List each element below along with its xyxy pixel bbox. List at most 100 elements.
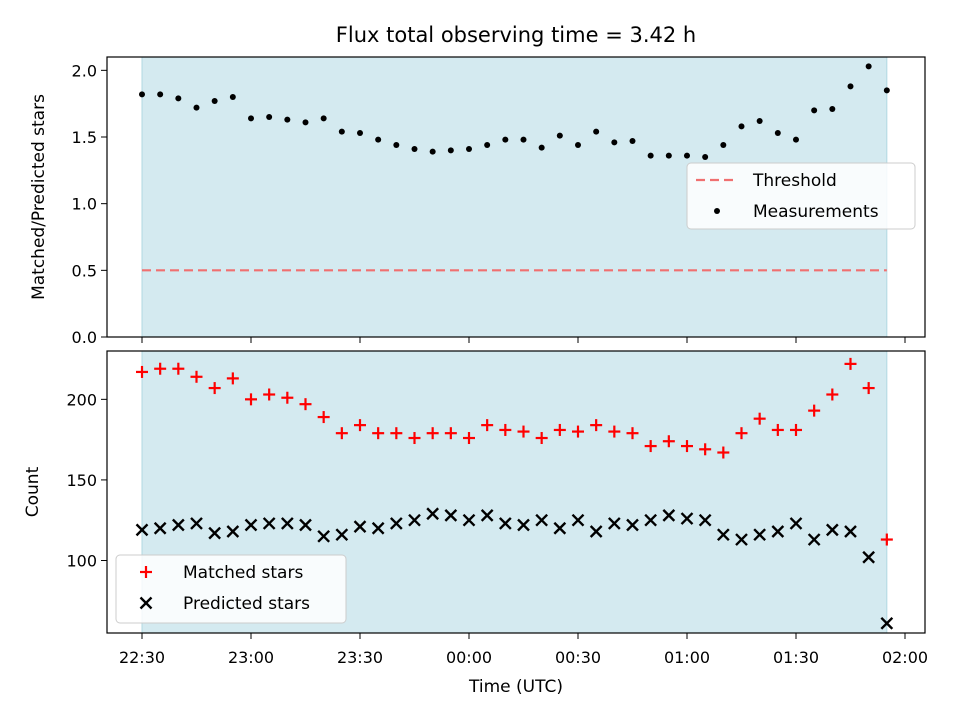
- matched-star-point: [535, 432, 548, 445]
- matched-star-point: [862, 382, 875, 395]
- matched-star-point: [590, 419, 603, 432]
- count-legend-box: [115, 554, 347, 624]
- predicted-star-point: [444, 509, 458, 522]
- ratio-panel: 0.0 0.5 1.0 1.5 2.0 Threshold Measurements F…: [29, 23, 926, 347]
- legend-cross-marker: [139, 596, 153, 610]
- predicted-star-point: [462, 513, 476, 527]
- ratio-y-tick-label: 1.0: [72, 195, 97, 214]
- matched-star-point: [753, 412, 766, 425]
- count-legend: Matched stars Predicted stars: [115, 554, 347, 624]
- measurement-point: [157, 91, 164, 98]
- predicted-star-point: [880, 616, 894, 630]
- matched-star-point: [517, 425, 530, 438]
- matched-star-point: [372, 427, 385, 440]
- measurement-point: [247, 115, 254, 122]
- count-x-tick-label: 23:00: [228, 648, 274, 667]
- measurement-point: [538, 144, 545, 151]
- matched-star-point: [789, 423, 802, 436]
- measurement-point: [738, 123, 745, 130]
- measurement-point: [193, 104, 200, 111]
- matched-star-point: [317, 411, 330, 424]
- matched-star-point: [172, 362, 185, 375]
- legend-threshold-label: Threshold: [752, 171, 837, 191]
- matched-star-point: [735, 427, 748, 440]
- cross-stroke: [626, 518, 639, 532]
- legend-predicted-swatch: [139, 596, 153, 610]
- predicted-star-point: [844, 525, 857, 538]
- predicted-star-point: [517, 518, 530, 532]
- measurement-point: [647, 152, 654, 159]
- count-x-tick-label: 01:30: [773, 648, 819, 667]
- measurement-point: [574, 142, 581, 148]
- matched-star-point: [553, 423, 566, 436]
- cross-stroke: [498, 517, 512, 530]
- measurement-point: [447, 147, 454, 154]
- predicted-star-point: [698, 513, 712, 527]
- cross-stroke: [153, 521, 167, 535]
- matched-star-point: [571, 425, 584, 438]
- predicted-star-point: [262, 517, 276, 530]
- measurement-point: [756, 118, 763, 124]
- measurement-point: [356, 130, 363, 136]
- predicted-star-point: [753, 528, 767, 542]
- measurement-point: [375, 136, 382, 143]
- cross-stroke: [335, 528, 349, 542]
- legend-plus-marker: [140, 566, 152, 578]
- matched-star-point: [608, 425, 621, 438]
- measurement-point: [520, 136, 527, 143]
- count-y-ticks: 100 150 200: [66, 390, 107, 570]
- predicted-star-point: [716, 528, 730, 542]
- matched-star-point: [826, 388, 839, 401]
- predicted-star-point: [299, 518, 312, 532]
- ratio-legend: Threshold Measurements: [686, 162, 916, 230]
- measurement-point: [683, 152, 690, 159]
- cross-stroke: [789, 517, 803, 530]
- predicted-star-point: [571, 513, 585, 527]
- cross-stroke: [844, 525, 857, 538]
- cross-stroke: [880, 616, 894, 630]
- matched-star-point: [390, 427, 403, 440]
- measurement-point: [720, 142, 727, 148]
- predicted-star-point: [244, 518, 258, 532]
- x-axis-label: Time (UTC): [468, 677, 563, 697]
- cross-stroke: [353, 520, 367, 533]
- predicted-star-point: [535, 513, 549, 527]
- cross-stroke: [644, 513, 658, 527]
- legend-measurements-label: Measurements: [753, 202, 879, 222]
- predicted-star-point: [626, 518, 639, 532]
- measurement-point: [266, 114, 273, 120]
- cross-stroke: [135, 523, 149, 537]
- predicted-star-point: [680, 512, 694, 525]
- measurement-point: [139, 91, 145, 98]
- matched-star-point: [136, 365, 148, 378]
- matched-star-point: [626, 427, 639, 440]
- cross-stroke: [662, 509, 676, 522]
- predicted-star-point: [825, 523, 839, 537]
- legend-measurements-swatch: [714, 208, 720, 214]
- matched-star-point: [680, 440, 693, 453]
- ratio-y-tick-label: 0.0: [72, 328, 97, 347]
- predicted-star-point: [280, 517, 294, 530]
- cross-stroke: [444, 509, 458, 522]
- predicted-stars-points: [135, 507, 894, 630]
- ratio-y-tick-label: 1.5: [72, 128, 97, 147]
- predicted-star-point: [662, 509, 676, 522]
- measurement-point: [502, 136, 509, 143]
- legend-matched-label: Matched stars: [183, 563, 303, 583]
- matched-star-point: [408, 432, 421, 445]
- matched-star-point: [263, 388, 276, 401]
- measurement-point: [211, 98, 218, 104]
- cross-stroke: [317, 529, 331, 543]
- cross-stroke: [299, 518, 312, 532]
- matched-star-point: [353, 419, 366, 432]
- predicted-star-point: [807, 533, 821, 546]
- predicted-star-point: [317, 529, 331, 543]
- count-y-axis-label: Count: [23, 466, 43, 517]
- matched-star-point: [299, 398, 312, 411]
- predicted-star-point: [335, 528, 349, 542]
- count-panel: 100 150 200 22:30 23:00 23:30 00:00 00:30 01:00…: [23, 350, 928, 697]
- count-x-tick-label: 22:30: [119, 648, 165, 667]
- cross-stroke: [208, 526, 222, 540]
- cross-stroke: [226, 525, 240, 538]
- count-x-ticks: 22:30 23:00 23:30 00:00 00:30 01:00 01:30 02:00: [119, 633, 928, 667]
